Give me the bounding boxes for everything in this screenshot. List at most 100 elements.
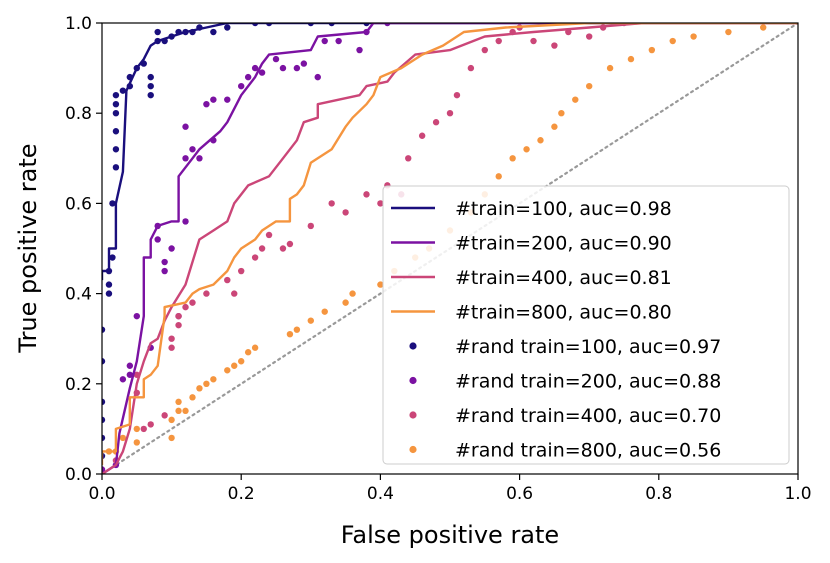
scatter-point xyxy=(314,73,321,81)
scatter-point xyxy=(196,385,203,392)
scatter-point xyxy=(627,55,635,63)
scatter-point xyxy=(168,344,175,351)
scatter-point xyxy=(112,110,120,117)
scatter-point xyxy=(182,303,189,311)
scatter-point xyxy=(203,100,210,108)
scatter-point xyxy=(231,362,238,369)
scatter-point xyxy=(272,55,280,63)
scatter-point xyxy=(189,299,196,306)
scatter-point xyxy=(446,110,454,117)
scatter-point xyxy=(307,317,314,324)
scatter-point xyxy=(203,290,210,297)
scatter-point xyxy=(168,245,175,252)
scatter-point xyxy=(258,245,266,252)
x-tick-label: 0.2 xyxy=(228,484,255,504)
scatter-point xyxy=(168,434,175,442)
scatter-point xyxy=(102,416,106,424)
scatter-point xyxy=(321,37,328,45)
scatter-point xyxy=(551,123,558,130)
x-axis-label: False positive rate xyxy=(341,521,559,549)
scatter-point xyxy=(349,290,356,297)
scatter-point xyxy=(244,349,252,356)
scatter-point xyxy=(432,119,440,126)
scatter-point xyxy=(102,398,106,406)
scatter-point xyxy=(418,132,426,139)
scatter-point xyxy=(154,28,161,36)
scatter-point xyxy=(147,82,154,90)
scatter-point xyxy=(182,218,189,225)
scatter-point xyxy=(119,87,127,94)
scatter-point xyxy=(286,240,294,248)
legend-entry: #rand train=100, auc=0.97 xyxy=(409,336,721,358)
scatter-point xyxy=(224,367,231,374)
scatter-point xyxy=(224,96,231,103)
scatter-point xyxy=(210,376,217,383)
scatter-point xyxy=(558,110,565,117)
scatter-point xyxy=(293,64,301,72)
x-tick-label: 1.0 xyxy=(784,484,811,504)
scatter-point xyxy=(112,128,120,135)
scatter-point xyxy=(523,146,530,153)
scatter-point xyxy=(112,100,120,108)
scatter-point xyxy=(154,236,161,243)
legend-label: #rand train=100, auc=0.97 xyxy=(455,336,721,358)
legend-entry: #train=800, auc=0.80 xyxy=(391,302,672,324)
scatter-point xyxy=(356,46,363,54)
scatter-point xyxy=(161,267,168,275)
scatter-point xyxy=(537,137,544,144)
roc-line-1 xyxy=(102,23,798,474)
scatter-point xyxy=(147,73,154,81)
scatter-point xyxy=(102,358,106,365)
y-tick-label: 0.0 xyxy=(65,465,92,485)
scatter-point xyxy=(175,407,182,415)
scatter-point xyxy=(102,326,106,333)
scatter-point xyxy=(606,64,614,72)
scatter-point xyxy=(182,123,189,130)
plot-frame xyxy=(101,22,799,475)
scatter-point xyxy=(196,155,203,162)
y-tick-label: 0.4 xyxy=(65,285,92,305)
scatter-point xyxy=(725,28,732,36)
scatter-point xyxy=(286,330,294,338)
scatter-point xyxy=(109,200,116,207)
x-tick-label: 0.4 xyxy=(367,484,394,504)
scatter-point xyxy=(586,33,593,40)
legend-entry: #train=100, auc=0.98 xyxy=(391,198,672,220)
scatter-point xyxy=(238,82,245,90)
legend-label: #rand train=400, auc=0.70 xyxy=(455,405,721,427)
scatter-point xyxy=(467,64,475,72)
legend-label: #train=400, auc=0.81 xyxy=(455,267,672,289)
scatter-point xyxy=(112,146,120,153)
scatter-point xyxy=(231,290,238,297)
scatter-point xyxy=(335,37,342,45)
scatter-point xyxy=(175,321,182,329)
scatter-point xyxy=(119,376,127,383)
legend-dot-swatch xyxy=(409,445,417,454)
scatter-point xyxy=(210,28,217,36)
legend-label: #train=800, auc=0.80 xyxy=(455,302,672,324)
scatter-point xyxy=(112,164,120,171)
legend-label: #rand train=800, auc=0.56 xyxy=(455,440,721,462)
scatter-point xyxy=(481,46,488,54)
scatter-point xyxy=(251,64,259,72)
scatter-point xyxy=(495,37,502,45)
legend-entry: #rand train=200, auc=0.88 xyxy=(409,371,721,393)
legend-dot-swatch xyxy=(409,411,417,419)
scatter-point xyxy=(140,425,147,433)
scatter-point xyxy=(293,326,301,333)
scatter-point xyxy=(405,155,412,162)
roc-line-3 xyxy=(102,23,798,465)
scatter-point xyxy=(189,146,196,153)
scatter-point xyxy=(307,222,314,230)
scatter-point xyxy=(161,258,168,266)
scatter-point xyxy=(126,371,134,378)
scatter-point xyxy=(133,439,140,446)
x-tick-label: 0.0 xyxy=(88,484,115,504)
scatter-point xyxy=(690,33,697,40)
legend-label: #train=200, auc=0.90 xyxy=(455,233,672,255)
scatter-point xyxy=(648,46,656,54)
roc-line-2 xyxy=(102,23,798,474)
scatter-point xyxy=(572,96,579,103)
scatter-point xyxy=(189,394,196,401)
scatter-point xyxy=(168,335,175,342)
